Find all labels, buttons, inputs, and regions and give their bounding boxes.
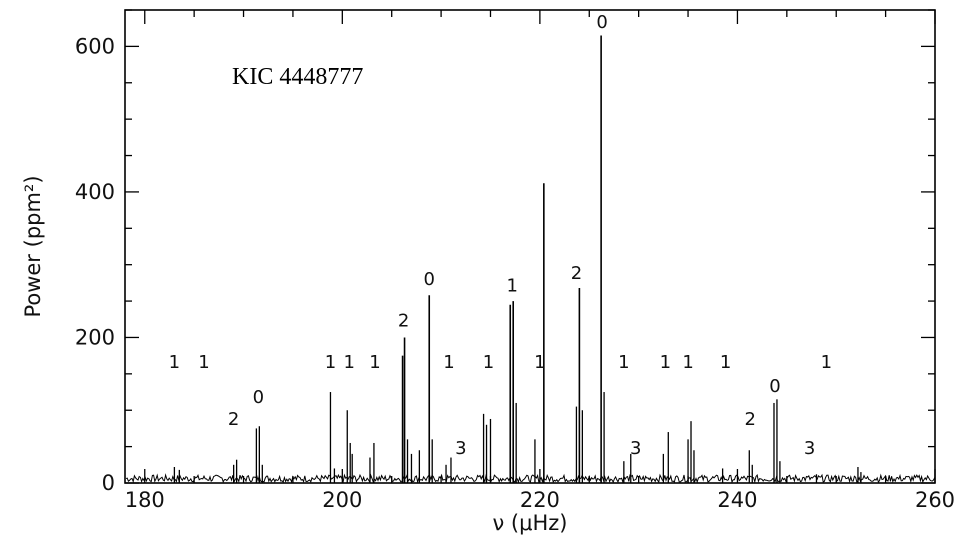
noise-floor [125,473,936,484]
mode-label-2: 2 [228,409,239,430]
y-tick-label-0: 0 [102,471,115,495]
mode-label-13: 1 [534,352,545,373]
mode-label-4: 1 [325,352,336,373]
y-tick-labels: 0 200 400 600 [75,34,115,495]
plot-frame [124,9,936,484]
axis-ticks [125,9,936,484]
mode-label-17: 3 [630,438,641,459]
mode-label-24: 1 [821,352,832,373]
spectrum-peaks [173,35,862,483]
x-tick-labels: 180 200 220 240 260 [125,488,955,512]
y-tick-label-400: 400 [75,180,115,204]
mode-label-7: 2 [398,311,409,332]
y-tick-label-600: 600 [75,34,115,58]
mode-label-23: 3 [804,438,815,459]
x-axis-label: ν (μHz) [493,511,568,535]
mode-label-6: 1 [369,352,380,373]
mode-label-12: 1 [506,276,517,297]
mode-label-20: 1 [720,352,731,373]
mode-label-8: 0 [424,269,435,290]
mode-label-15: 0 [596,12,607,33]
mode-label-16: 1 [618,352,629,373]
mode-label-5: 1 [344,352,355,373]
x-tick-label-260: 260 [915,488,955,512]
y-tick-label-200: 200 [75,325,115,349]
mode-label-11: 1 [483,352,494,373]
star-id-annotation: KIC 4448777 [232,64,363,90]
mode-label-0: 1 [169,352,180,373]
x-tick-label-200: 200 [322,488,362,512]
mode-label-3: 0 [253,387,264,408]
x-tick-label-240: 240 [717,488,757,512]
mode-label-19: 1 [682,352,693,373]
mode-label-18: 1 [660,352,671,373]
mode-label-1: 1 [198,352,209,373]
x-tick-label-180: 180 [125,488,165,512]
x-tick-label-220: 220 [520,488,560,512]
mode-label-14: 2 [571,263,582,284]
mode-label-10: 3 [455,438,466,459]
mode-label-22: 0 [769,376,780,397]
mode-label-9: 1 [443,352,454,373]
y-axis-label: Power (ppm²) [21,175,45,317]
mode-label-21: 2 [745,409,756,430]
